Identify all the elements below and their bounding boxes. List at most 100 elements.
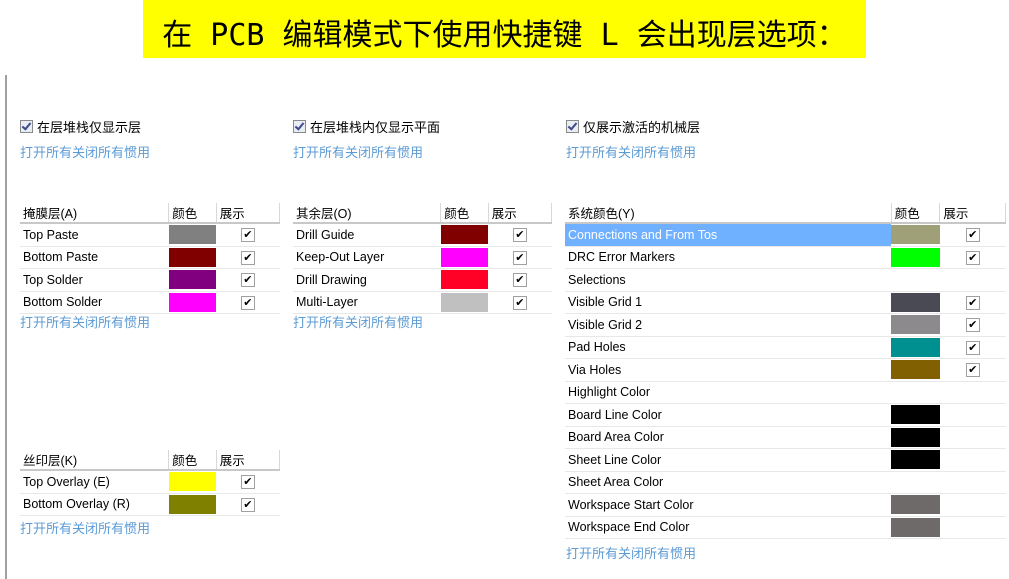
color-cell[interactable] xyxy=(891,381,940,404)
show-cell[interactable] xyxy=(939,448,1006,472)
header-show[interactable]: 展示 xyxy=(216,450,281,471)
table-row[interactable]: DRC Error Markers ✔ xyxy=(565,246,1006,269)
show-cell[interactable] xyxy=(939,471,1006,494)
layer-name[interactable]: Bottom Solder xyxy=(20,291,169,314)
show-checkbox[interactable]: ✔ xyxy=(965,318,980,333)
color-cell[interactable] xyxy=(891,516,940,539)
table-row[interactable]: Workspace Start Color xyxy=(565,493,1006,517)
color-cell[interactable] xyxy=(891,268,940,292)
table-row[interactable]: Visible Grid 2 ✔ xyxy=(565,313,1006,337)
close-all-link[interactable]: 关闭所有 xyxy=(72,146,125,161)
show-cell[interactable]: ✔ xyxy=(216,493,280,516)
header-color[interactable]: 颜色 xyxy=(168,450,217,471)
show-cell[interactable]: ✔ xyxy=(216,291,280,314)
color-cell[interactable] xyxy=(891,313,940,337)
show-checkbox[interactable]: ✔ xyxy=(240,273,255,288)
show-cell[interactable] xyxy=(939,268,1006,292)
layer-name[interactable]: Drill Drawing xyxy=(293,268,441,292)
layer-name[interactable]: Workspace Start Color xyxy=(565,493,892,517)
color-swatch[interactable] xyxy=(891,517,940,537)
show-cell[interactable]: ✔ xyxy=(939,291,1006,314)
color-swatch[interactable] xyxy=(440,292,489,312)
color-cell[interactable] xyxy=(168,223,217,247)
option-show-planes[interactable]: 在层堆栈内仅显示平面 xyxy=(293,117,440,136)
show-cell[interactable]: ✔ xyxy=(216,223,280,247)
used-link[interactable]: 惯用 xyxy=(397,316,424,331)
color-swatch[interactable] xyxy=(891,383,940,402)
layer-name[interactable]: Via Holes xyxy=(565,358,892,382)
open-all-link[interactable]: 打开所有 xyxy=(20,316,73,331)
table-row[interactable]: Keep-Out Layer ✔ xyxy=(293,246,552,269)
color-cell[interactable] xyxy=(891,426,940,449)
used-link[interactable]: 惯用 xyxy=(124,146,151,161)
table-row[interactable]: Selections xyxy=(565,268,1006,292)
color-swatch[interactable] xyxy=(168,270,217,290)
layer-name[interactable]: Top Paste xyxy=(20,223,169,247)
color-swatch[interactable] xyxy=(891,315,940,335)
layer-name[interactable]: Top Overlay (E) xyxy=(20,470,169,494)
color-cell[interactable] xyxy=(891,448,940,472)
show-checkbox[interactable]: ✔ xyxy=(512,228,527,243)
layer-name[interactable]: Board Line Color xyxy=(565,403,892,427)
color-cell[interactable] xyxy=(440,268,489,292)
color-swatch[interactable] xyxy=(891,450,940,470)
show-checkbox[interactable]: ✔ xyxy=(512,273,527,288)
table-row[interactable]: Board Line Color xyxy=(565,403,1006,427)
table-row[interactable]: Pad Holes ✔ xyxy=(565,336,1006,359)
header-show[interactable]: 展示 xyxy=(488,203,553,224)
checkbox[interactable] xyxy=(293,120,306,133)
table-row[interactable]: Bottom Solder ✔ xyxy=(20,291,280,314)
show-cell[interactable]: ✔ xyxy=(939,223,1006,247)
header-color[interactable]: 颜色 xyxy=(440,203,489,224)
show-checkbox[interactable]: ✔ xyxy=(965,363,980,378)
close-all-link[interactable]: 关闭所有 xyxy=(345,316,398,331)
show-cell[interactable] xyxy=(939,516,1006,539)
layer-name[interactable]: DRC Error Markers xyxy=(565,246,892,269)
color-swatch[interactable] xyxy=(891,405,940,425)
show-checkbox[interactable]: ✔ xyxy=(512,250,527,265)
layer-name[interactable]: Selections xyxy=(565,268,892,292)
layer-name[interactable]: Top Solder xyxy=(20,268,169,292)
option-active-mechanical[interactable]: 仅展示激活的机械层 xyxy=(566,117,700,136)
show-cell[interactable]: ✔ xyxy=(216,470,280,494)
show-cell[interactable]: ✔ xyxy=(939,246,1006,269)
layer-name[interactable]: Bottom Overlay (R) xyxy=(20,493,169,516)
color-swatch[interactable] xyxy=(168,494,217,514)
table-row[interactable]: Sheet Area Color xyxy=(565,471,1006,494)
option-show-stack-layers[interactable]: 在层堆栈仅显示层 xyxy=(20,117,141,136)
show-cell[interactable]: ✔ xyxy=(488,268,552,292)
table-row[interactable]: Workspace End Color xyxy=(565,516,1006,539)
color-cell[interactable] xyxy=(168,268,217,292)
show-checkbox[interactable]: ✔ xyxy=(240,295,255,310)
show-checkbox[interactable]: ✔ xyxy=(240,250,255,265)
show-checkbox[interactable]: ✔ xyxy=(240,497,255,512)
color-swatch[interactable] xyxy=(891,427,940,447)
color-swatch[interactable] xyxy=(891,337,940,357)
open-all-link[interactable]: 打开所有 xyxy=(566,146,619,161)
color-cell[interactable] xyxy=(168,493,217,516)
open-all-link[interactable]: 打开所有 xyxy=(566,547,619,562)
show-cell[interactable]: ✔ xyxy=(488,291,552,314)
show-checkbox[interactable]: ✔ xyxy=(512,295,527,310)
open-all-link[interactable]: 打开所有 xyxy=(20,146,73,161)
color-cell[interactable] xyxy=(891,246,940,269)
table-row[interactable]: Drill Drawing ✔ xyxy=(293,268,552,292)
layer-name[interactable]: Visible Grid 1 xyxy=(565,291,892,314)
open-all-link[interactable]: 打开所有 xyxy=(20,522,73,537)
layer-name[interactable]: Board Area Color xyxy=(565,426,892,449)
show-checkbox[interactable]: ✔ xyxy=(965,340,980,355)
layer-name[interactable]: Sheet Line Color xyxy=(565,448,892,472)
color-cell[interactable] xyxy=(891,493,940,517)
layer-name[interactable]: Pad Holes xyxy=(565,336,892,359)
color-swatch[interactable] xyxy=(168,247,217,267)
close-all-link[interactable]: 关闭所有 xyxy=(72,522,125,537)
color-swatch[interactable] xyxy=(891,495,940,515)
color-cell[interactable] xyxy=(168,246,217,269)
table-row[interactable]: Via Holes ✔ xyxy=(565,358,1006,382)
color-cell[interactable] xyxy=(168,470,217,494)
show-checkbox[interactable]: ✔ xyxy=(240,475,255,490)
layer-name[interactable]: Bottom Paste xyxy=(20,246,169,269)
used-link[interactable]: 惯用 xyxy=(670,547,697,562)
layer-name[interactable]: Highlight Color xyxy=(565,381,892,404)
show-checkbox[interactable]: ✔ xyxy=(965,295,980,310)
